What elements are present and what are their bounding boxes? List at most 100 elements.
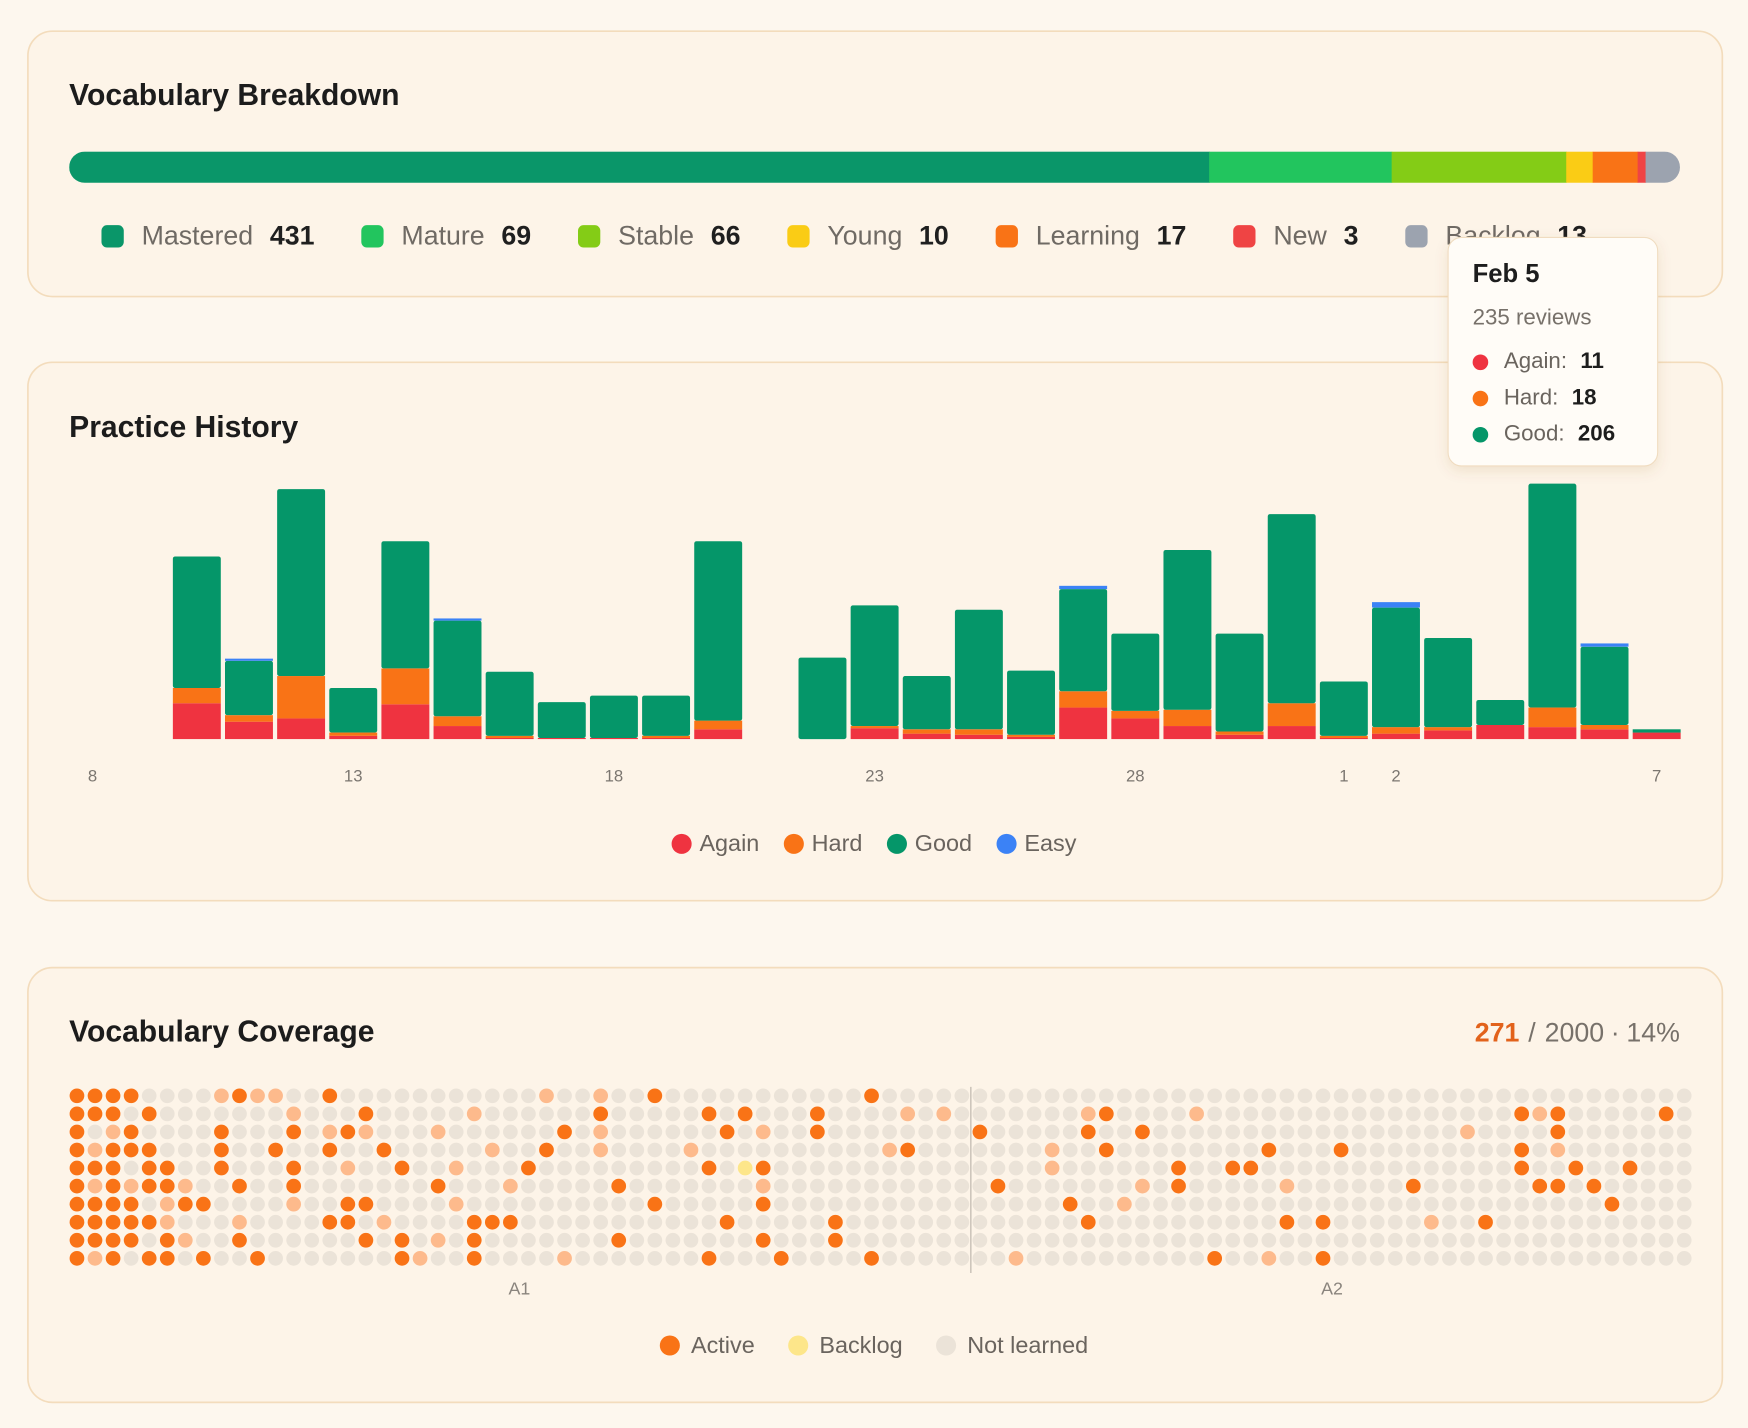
- bar-segment: [1163, 709, 1212, 727]
- word-dot: [322, 1160, 338, 1176]
- bar-segment: [225, 715, 273, 722]
- word-dot: [1098, 1142, 1114, 1158]
- word-dot: [972, 1106, 988, 1122]
- word-dot: [1062, 1232, 1078, 1248]
- word-dot: [1586, 1088, 1602, 1104]
- word-dot: [719, 1178, 735, 1194]
- word-dot: [1532, 1124, 1548, 1140]
- word-dot: [1460, 1250, 1475, 1266]
- word-dot: [214, 1178, 229, 1194]
- tooltip-dot: [1472, 426, 1489, 443]
- word-dot: [773, 1232, 789, 1248]
- word-dot: [629, 1250, 645, 1266]
- legend-swatch: [1233, 225, 1256, 248]
- word-dot: [990, 1160, 1006, 1176]
- word-dot: [954, 1106, 970, 1122]
- word-dot: [918, 1214, 934, 1230]
- word-dot: [141, 1232, 157, 1248]
- word-dot: [466, 1160, 482, 1176]
- word-dot: [846, 1160, 861, 1176]
- word-dot: [1622, 1106, 1638, 1122]
- word-dot: [557, 1250, 572, 1266]
- word-dot: [1080, 1196, 1096, 1212]
- legend-label: Active: [691, 1332, 755, 1358]
- word-dot: [1315, 1196, 1331, 1212]
- word-dot: [1117, 1232, 1132, 1248]
- word-dot: [954, 1124, 970, 1140]
- bar-segment: [589, 695, 638, 738]
- word-dot: [214, 1196, 229, 1212]
- word-dot: [1405, 1214, 1421, 1230]
- word-dot: [1514, 1232, 1530, 1248]
- word-dot: [1044, 1124, 1060, 1140]
- word-dot: [810, 1088, 825, 1104]
- word-dot: [1333, 1250, 1349, 1266]
- word-dot: [123, 1178, 139, 1194]
- bar-segment: [1267, 726, 1316, 740]
- word-dot: [1658, 1250, 1674, 1266]
- word-dot: [1135, 1088, 1150, 1104]
- word-dot: [105, 1250, 121, 1266]
- word-dot: [196, 1160, 211, 1176]
- word-dot: [1640, 1124, 1656, 1140]
- word-dot: [1604, 1106, 1620, 1122]
- word-dot: [123, 1250, 139, 1266]
- word-dot: [105, 1106, 121, 1122]
- word-dot: [629, 1142, 645, 1158]
- word-dot: [791, 1106, 807, 1122]
- legend-label: Easy: [1024, 830, 1076, 856]
- word-dot: [196, 1214, 211, 1230]
- word-dot: [719, 1196, 735, 1212]
- word-dot: [123, 1088, 139, 1104]
- word-dot: [159, 1124, 175, 1140]
- word-dot: [846, 1196, 861, 1212]
- word-dot: [1387, 1196, 1403, 1212]
- bar-segment: [1059, 691, 1108, 708]
- word-dot: [1514, 1142, 1530, 1158]
- word-dot: [683, 1106, 699, 1122]
- word-dot: [1676, 1196, 1692, 1212]
- word-dot: [1351, 1160, 1367, 1176]
- word-dot: [87, 1250, 103, 1266]
- word-dot: [1297, 1106, 1313, 1122]
- word-dot: [1062, 1196, 1078, 1212]
- level-label: A2: [1321, 1278, 1343, 1298]
- word-dot: [1062, 1088, 1078, 1104]
- word-dot: [87, 1214, 103, 1230]
- word-dot: [1062, 1214, 1078, 1230]
- word-dot: [1225, 1250, 1241, 1266]
- word-dot: [322, 1124, 338, 1140]
- word-dot: [791, 1160, 807, 1176]
- word-dot: [394, 1124, 410, 1140]
- word-dot: [1622, 1232, 1638, 1248]
- word-dot: [232, 1142, 247, 1158]
- word-dot: [1225, 1214, 1241, 1230]
- word-dot: [1424, 1160, 1439, 1176]
- word-dot: [665, 1178, 681, 1194]
- word-dot: [1297, 1214, 1313, 1230]
- word-dot: [177, 1178, 193, 1194]
- word-dot: [358, 1160, 374, 1176]
- word-dot: [1640, 1088, 1656, 1104]
- legend-swatch: [1405, 225, 1428, 248]
- word-dot: [286, 1124, 302, 1140]
- word-dot: [1658, 1088, 1674, 1104]
- word-dot: [1442, 1124, 1457, 1140]
- word-dot: [1026, 1232, 1042, 1248]
- word-dot: [177, 1124, 193, 1140]
- word-dot: [864, 1106, 879, 1122]
- word-dot: [936, 1124, 952, 1140]
- word-dot: [557, 1196, 572, 1212]
- word-dot: [1117, 1178, 1132, 1194]
- word-dot: [539, 1232, 554, 1248]
- bar-segment: [954, 734, 1003, 740]
- word-dot: [123, 1106, 139, 1122]
- word-dot: [1297, 1160, 1313, 1176]
- word-dot: [629, 1214, 645, 1230]
- word-dot: [141, 1088, 157, 1104]
- bar-segment: [1111, 718, 1160, 740]
- word-dot: [1442, 1178, 1457, 1194]
- bar-segment: [1215, 734, 1264, 740]
- word-dot: [773, 1142, 789, 1158]
- word-dot: [1117, 1214, 1132, 1230]
